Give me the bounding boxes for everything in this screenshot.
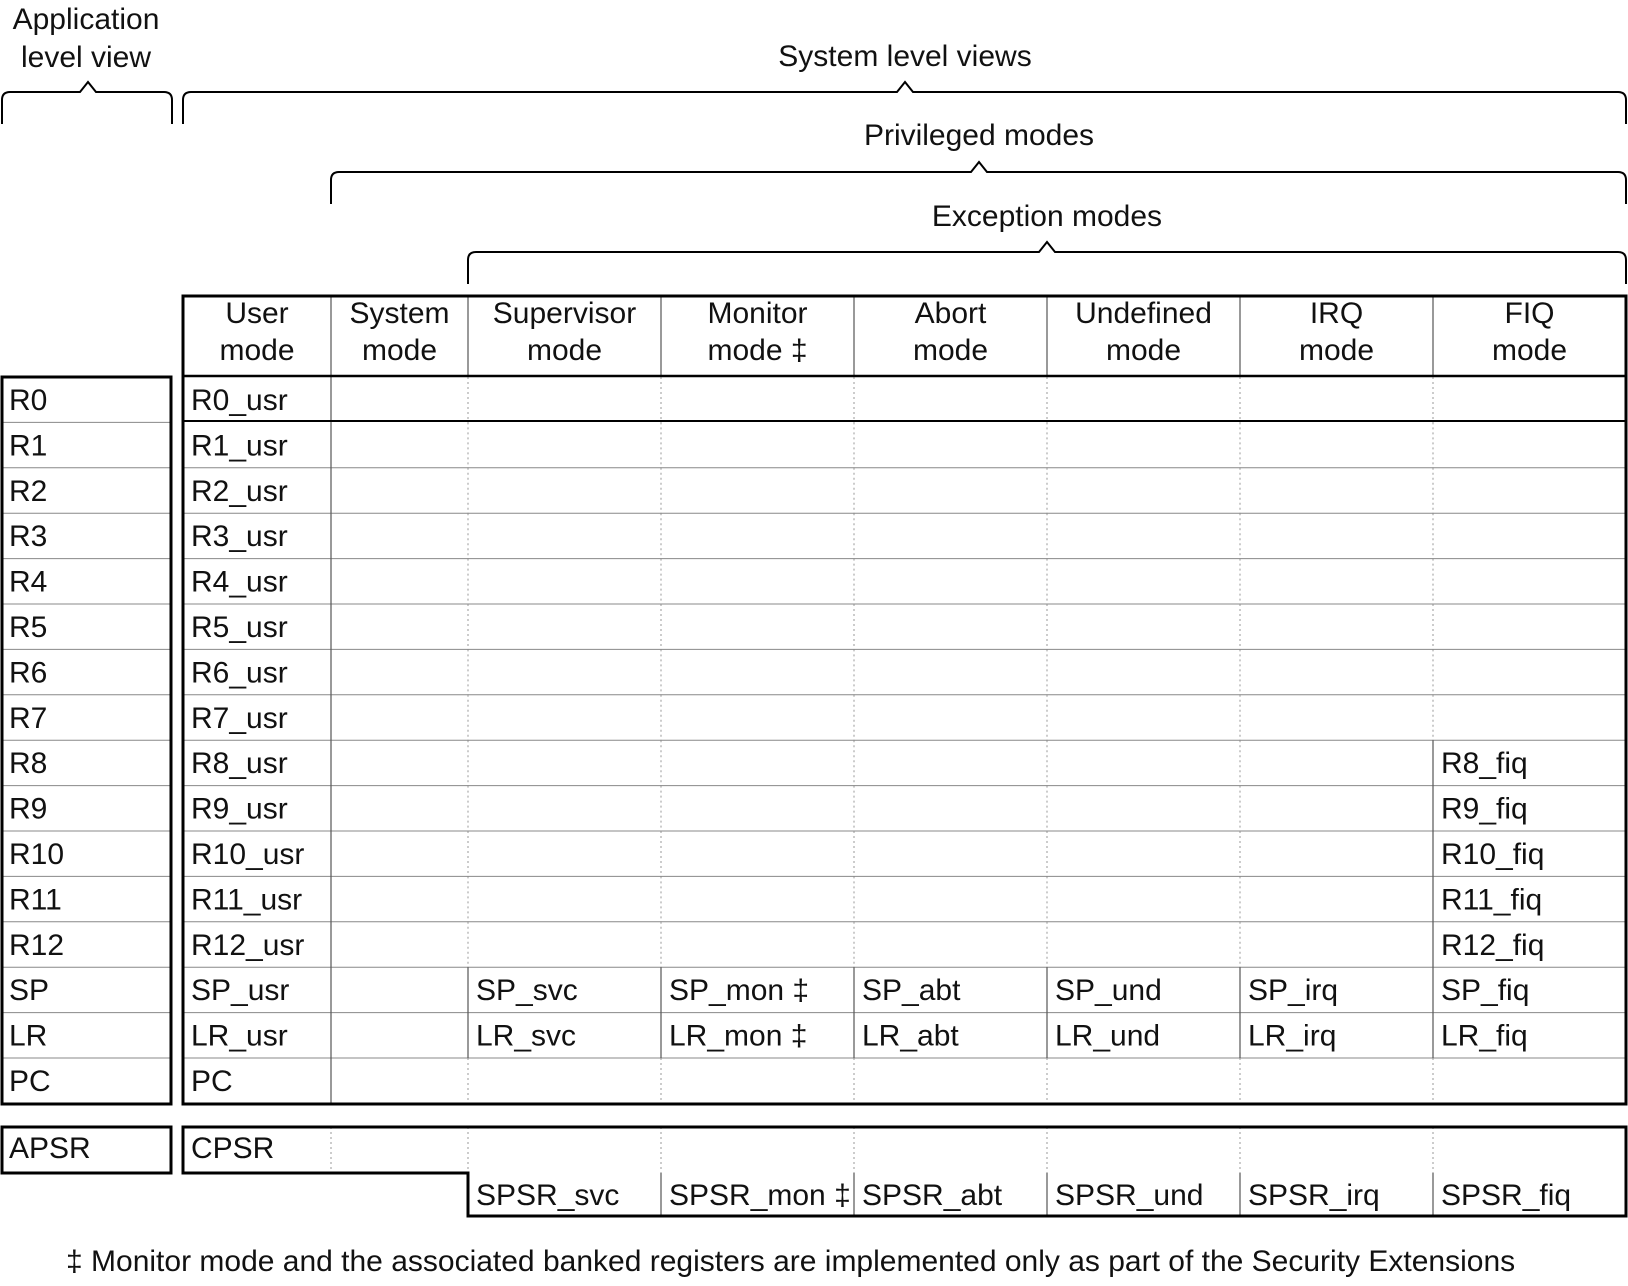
column-header-line: Supervisor <box>493 297 636 330</box>
app-register-label: R7 <box>9 702 47 735</box>
banked-register-cell: PC <box>191 1065 233 1098</box>
application-view-label-line2: level view <box>21 41 151 74</box>
spsr-register-cell: SPSR_und <box>1055 1179 1203 1212</box>
banked-register-cell: R10_usr <box>191 838 304 871</box>
banked-register-cell: LR_mon ‡ <box>669 1020 807 1053</box>
app-register-label: R12 <box>9 929 64 962</box>
banked-register-cell: LR_irq <box>1248 1020 1336 1053</box>
column-header-line: mode <box>1106 334 1181 367</box>
app-register-label: R1 <box>9 429 47 462</box>
banked-register-cell: LR_und <box>1055 1020 1160 1053</box>
banked-register-cell: R2_usr <box>191 475 288 508</box>
banked-register-cell: LR_usr <box>191 1020 288 1053</box>
app-register-label: R10 <box>9 838 64 871</box>
spsr-register-cell: SPSR_mon ‡ <box>669 1179 851 1212</box>
app-register-label: LR <box>9 1020 47 1053</box>
spsr-register-cell: SPSR_abt <box>862 1179 1003 1212</box>
column-header-line: Abort <box>915 297 987 330</box>
banked-register-cell: SP_svc <box>476 974 578 1007</box>
app-register-label: R8 <box>9 747 47 780</box>
privileged-modes-label: Privileged modes <box>864 119 1094 152</box>
banked-register-cell: SP_und <box>1055 974 1162 1007</box>
cpsr-label: CPSR <box>191 1132 274 1165</box>
banked-register-cell: R0_usr <box>191 384 288 417</box>
app-register-label: PC <box>9 1065 51 1098</box>
banked-register-cell: SP_mon ‡ <box>669 974 809 1007</box>
column-header-line: mode ‡ <box>707 334 807 367</box>
app-register-label: R4 <box>9 566 47 599</box>
apsr-label: APSR <box>9 1132 91 1165</box>
system-views-brace <box>182 80 1627 124</box>
application-view-label-line1: Application <box>13 3 160 36</box>
spsr-register-cell: SPSR_fiq <box>1441 1179 1571 1212</box>
apsr-box <box>0 1125 173 1175</box>
column-header-line: mode <box>1492 334 1567 367</box>
spsr-register-cell: SPSR_irq <box>1248 1179 1380 1212</box>
banked-register-cell: R11_usr <box>191 883 302 916</box>
column-header-line: mode <box>1299 334 1374 367</box>
app-register-label: R6 <box>9 656 47 689</box>
column-header-line: User <box>225 297 288 330</box>
column-header-line: mode <box>913 334 988 367</box>
footnote: ‡ Monitor mode and the associated banked… <box>66 1245 1515 1278</box>
banked-register-cell: R5_usr <box>191 611 288 644</box>
privileged-modes-brace <box>330 160 1627 204</box>
app-register-label: R9 <box>9 793 47 826</box>
banked-register-cell: R8_usr <box>191 747 288 780</box>
column-header-line: mode <box>527 334 602 367</box>
app-register-label: R11 <box>9 883 62 916</box>
banked-register-cell: R11_fiq <box>1441 883 1542 916</box>
banked-register-cell: R4_usr <box>191 566 288 599</box>
banked-register-cell: SP_usr <box>191 974 289 1007</box>
banked-register-cell: R1_usr <box>191 429 288 462</box>
banked-register-cell: R7_usr <box>191 702 288 735</box>
app-register-label: R2 <box>9 475 47 508</box>
banked-register-cell: LR_svc <box>476 1020 576 1053</box>
status-register-border <box>181 1125 1628 1218</box>
banked-register-cell: SP_abt <box>862 974 961 1007</box>
column-header-line: Undefined <box>1075 297 1212 330</box>
exception-modes-brace <box>467 240 1627 284</box>
column-header-line: Monitor <box>707 297 807 330</box>
application-view-brace <box>1 80 173 124</box>
banked-register-cell: R8_fiq <box>1441 747 1528 780</box>
banked-register-cell: R10_fiq <box>1441 838 1544 871</box>
banked-register-cell: SP_fiq <box>1441 974 1529 1007</box>
banked-register-cell: R3_usr <box>191 520 288 553</box>
application-register-box <box>0 375 173 1106</box>
banked-register-cell: SP_irq <box>1248 974 1338 1007</box>
banked-register-cell: LR_abt <box>862 1020 959 1053</box>
banked-register-cell: R9_usr <box>191 793 288 826</box>
banked-register-table-border <box>181 294 1628 1106</box>
app-register-label: R3 <box>9 520 47 553</box>
column-header-line: IRQ <box>1310 297 1363 330</box>
column-header-line: mode <box>219 334 294 367</box>
banked-register-cell: R12_fiq <box>1441 929 1544 962</box>
exception-modes-label: Exception modes <box>932 200 1162 233</box>
banked-register-cell: R9_fiq <box>1441 793 1528 826</box>
app-register-label: R5 <box>9 611 47 644</box>
app-register-label: SP <box>9 974 49 1007</box>
spsr-register-cell: SPSR_svc <box>476 1179 619 1212</box>
system-views-label: System level views <box>778 40 1031 73</box>
banked-register-cell: LR_fiq <box>1441 1020 1528 1053</box>
column-header-line: System <box>349 297 449 330</box>
banked-register-cell: R6_usr <box>191 656 288 689</box>
app-register-label: R0 <box>9 384 47 417</box>
banked-register-cell: R12_usr <box>191 929 304 962</box>
column-header-line: FIQ <box>1505 297 1555 330</box>
column-header-line: mode <box>362 334 437 367</box>
